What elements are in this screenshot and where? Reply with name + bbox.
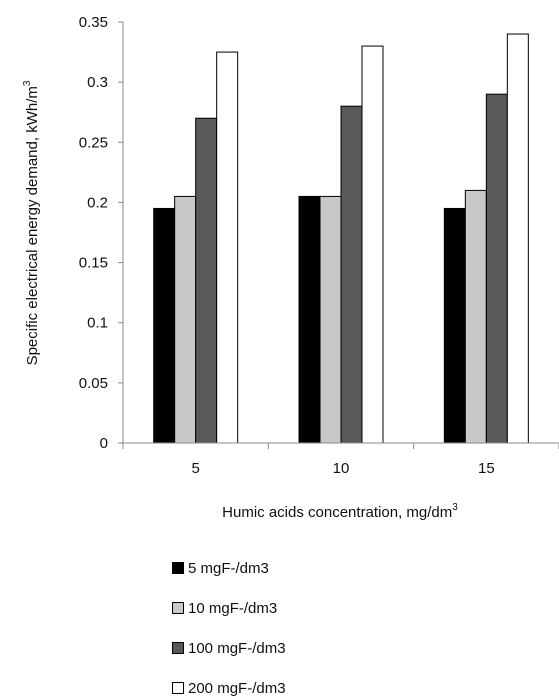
y-ticks-group: 0 0.05 0.1 0.15 0.2 0.25 0.3 0.35 [79, 14, 123, 452]
bar [174, 195, 197, 444]
legend-swatch [172, 602, 184, 614]
x-axis-label: Humic acids concentration, mg/dm3 [222, 502, 458, 521]
y-tick-label: 0 [100, 435, 108, 452]
x-tick-label: 15 [478, 460, 495, 477]
bars-group [153, 33, 529, 444]
bar [195, 117, 218, 444]
bar [153, 207, 176, 444]
legend-label: 100 mgF-/dm3 [188, 639, 286, 657]
bar [216, 51, 239, 444]
bar [506, 33, 529, 444]
bar [443, 207, 466, 444]
y-tick-label: 0.15 [79, 255, 108, 272]
y-tick-label: 0.2 [87, 194, 108, 211]
bar [485, 93, 508, 444]
legend-swatch [172, 562, 184, 574]
y-axis-label: Specific electrical energy demand, kWh/m… [22, 80, 41, 365]
y-tick-label: 0.1 [87, 315, 108, 332]
legend-swatch [172, 642, 184, 654]
legend-swatch [172, 682, 184, 694]
y-tick-label: 0.3 [87, 74, 108, 91]
legend-label: 200 mgF-/dm3 [188, 679, 286, 697]
legend-label: 10 mgF-/dm3 [188, 599, 278, 617]
x-tick-label: 10 [333, 460, 350, 477]
bar [298, 195, 321, 444]
legend-item-5: 5 mgF-/dm3 [172, 559, 286, 577]
bar [340, 105, 363, 444]
legend-item-10: 10 mgF-/dm3 [172, 599, 286, 617]
bar [361, 45, 384, 444]
legend-item-100: 100 mgF-/dm3 [172, 639, 286, 657]
legend-label: 5 mgF-/dm3 [188, 559, 269, 577]
y-tick-label: 0.35 [79, 14, 108, 31]
bar [319, 195, 342, 444]
y-tick-label: 0.05 [79, 375, 108, 392]
legend: 5 mgF-/dm3 10 mgF-/dm3 100 mgF-/dm3 200 … [172, 559, 286, 697]
bar [464, 189, 487, 444]
y-tick-label: 0.25 [79, 134, 108, 151]
x-tick-label: 5 [191, 460, 199, 477]
x-ticks-group: 5 10 15 [122, 443, 559, 477]
